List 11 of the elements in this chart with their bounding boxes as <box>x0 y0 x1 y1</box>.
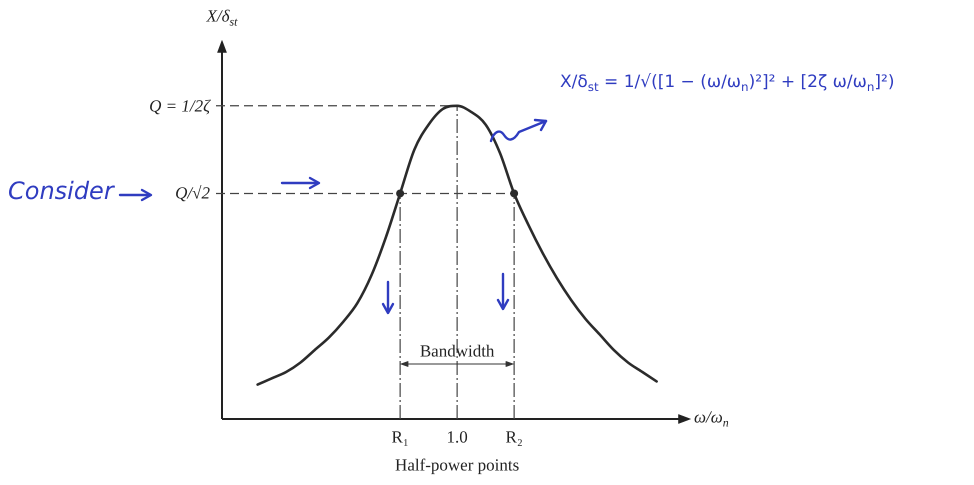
text: X/δ$_{st}$ = 1/√([1 − (ω/ω$_{n}$)²]² + [2ζ ω/ω$_{n}$]²) <box>560 72 894 94</box>
y-axis-title: X/δ$_{st}$ <box>206 6 238 29</box>
annotation: Bandwidth <box>420 342 494 360</box>
x-tick-label: 1.0 <box>446 428 468 447</box>
ref-line-label: Q = 1/2ζ <box>149 96 210 116</box>
text: Consider <box>8 177 114 206</box>
text: Half-power points <box>395 456 520 474</box>
x-tick-label: R₂ <box>505 428 523 447</box>
x-tick-label: R₁ <box>391 428 409 447</box>
x-axis-title: ω/ω$_{n}$ <box>694 407 729 430</box>
ref-line-label: Q/√2 <box>175 184 210 203</box>
